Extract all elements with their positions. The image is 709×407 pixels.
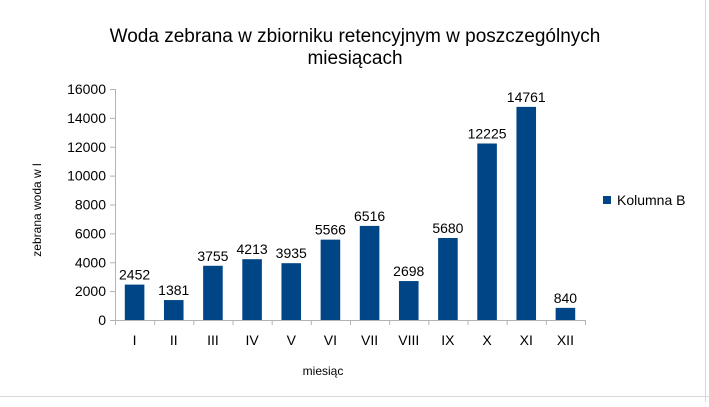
- chart-title-line-1: Woda zebrana w zbiorniku retencyjnym w p…: [110, 26, 601, 47]
- y-tick-label: 8000: [75, 197, 106, 213]
- x-tick-label: IX: [441, 332, 455, 348]
- legend: Kolumna B: [603, 192, 685, 208]
- y-tick-label: 0: [98, 312, 106, 328]
- x-tick-label: III: [207, 332, 219, 348]
- chart-title-line-2: miesiącach: [307, 48, 402, 69]
- y-tick-label: 14000: [67, 110, 106, 126]
- y-axis-title: zebrana woda w l: [30, 163, 44, 256]
- y-axis-ticks: 0 2000 4000 6000 8000 10000 12000 14000 16000: [67, 81, 115, 328]
- data-labels: 2452 1381 3755 4213 3935 5566 6516 2698 5680 1222…: [119, 89, 577, 306]
- bar: [242, 259, 262, 320]
- x-tick-label: II: [170, 332, 178, 348]
- legend-label: Kolumna B: [617, 192, 685, 208]
- y-tick-label: 4000: [75, 254, 106, 270]
- bar: [516, 106, 537, 320]
- bar: [281, 263, 302, 320]
- x-tick-label: VIII: [398, 332, 419, 348]
- bar: [398, 281, 419, 320]
- x-tick-label: VI: [324, 332, 337, 348]
- bar: [438, 237, 458, 320]
- bar: [163, 300, 184, 320]
- x-tick-label: X: [482, 332, 492, 348]
- x-axis-title: miesiąc: [303, 364, 344, 378]
- y-tick-label: 6000: [75, 225, 106, 241]
- bar-value-label: 14761: [507, 89, 546, 105]
- x-tick-label: IV: [245, 332, 259, 348]
- x-tick-label: XII: [557, 332, 574, 348]
- bar: [124, 284, 145, 320]
- bar-series: [124, 106, 576, 320]
- bar: [320, 239, 341, 320]
- y-tick-label: 2000: [75, 283, 106, 299]
- x-tick-label: I: [133, 332, 137, 348]
- bar-value-label: 1381: [158, 282, 189, 298]
- bar-value-label: 840: [554, 290, 578, 306]
- bar-value-label: 2698: [393, 263, 424, 279]
- x-axis-ticks: I II III IV V VI VII VIII IX X XI XII: [115, 320, 586, 348]
- bar-value-label: 4213: [237, 241, 268, 257]
- x-tick-label: XI: [520, 332, 533, 348]
- bar: [203, 265, 223, 320]
- y-tick-label: 10000: [67, 168, 106, 184]
- bar: [555, 307, 576, 320]
- bar-value-label: 5680: [432, 220, 463, 236]
- bar-value-label: 12225: [468, 126, 507, 142]
- bar-value-label: 3755: [197, 248, 228, 264]
- x-tick-label: VII: [361, 332, 378, 348]
- bar: [359, 225, 380, 320]
- legend-swatch: [603, 196, 611, 204]
- y-tick-label: 16000: [67, 81, 106, 97]
- bar-value-label: 2452: [119, 267, 150, 283]
- x-tick-label: V: [287, 332, 297, 348]
- bar-value-label: 3935: [276, 245, 307, 261]
- y-tick-label: 12000: [67, 139, 106, 155]
- bar-value-label: 6516: [354, 208, 385, 224]
- bar: [477, 143, 497, 320]
- bar-value-label: 5566: [315, 222, 346, 238]
